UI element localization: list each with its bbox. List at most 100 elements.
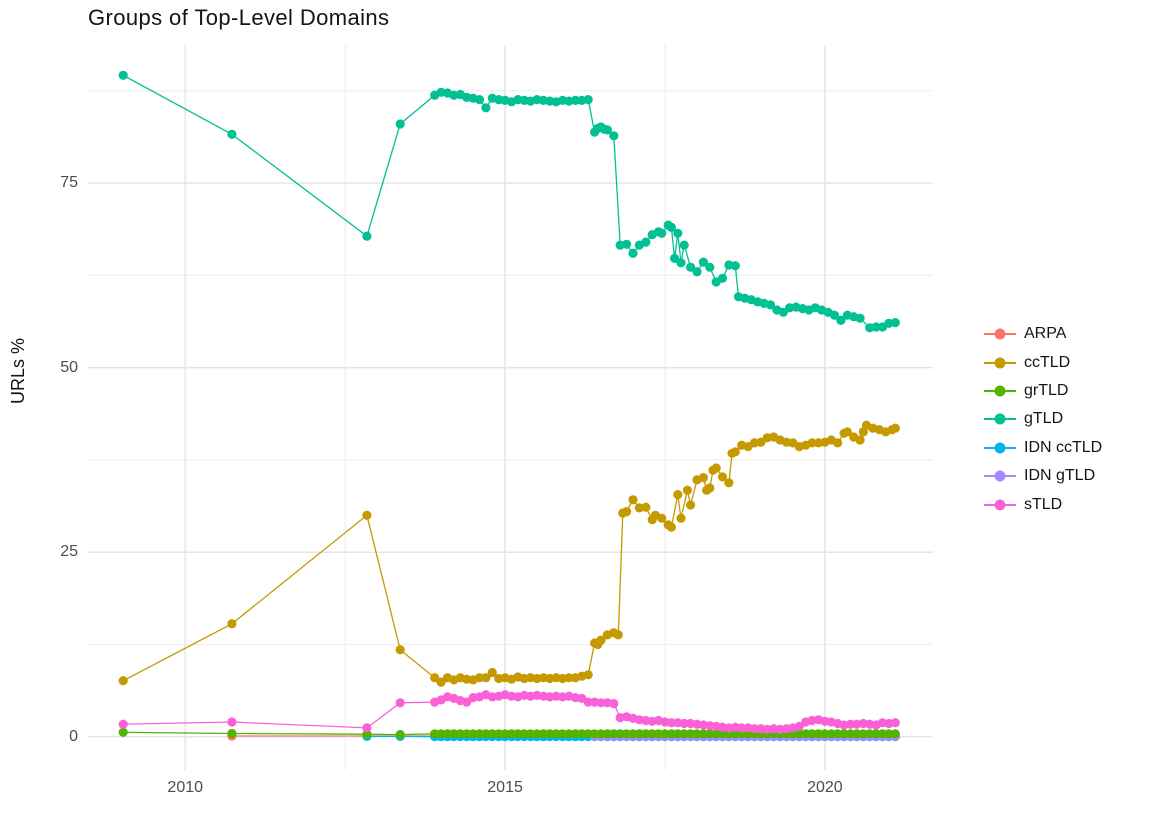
data-point xyxy=(609,131,619,141)
x-tick-label: 2010 xyxy=(167,779,204,796)
data-point xyxy=(679,240,689,250)
data-point xyxy=(794,729,804,739)
data-point xyxy=(474,729,485,739)
data-point xyxy=(865,729,875,739)
data-point xyxy=(692,729,702,739)
data-point xyxy=(749,724,760,734)
data-point xyxy=(596,698,606,708)
data-point xyxy=(641,502,651,512)
data-point xyxy=(481,673,491,683)
data-point xyxy=(634,729,645,739)
data-point xyxy=(890,729,900,739)
data-point xyxy=(641,729,651,739)
data-point xyxy=(583,729,593,739)
legend-key-dot xyxy=(994,499,1006,511)
data-point xyxy=(666,729,677,739)
legend-key-line xyxy=(984,385,1016,397)
legend-label: sTLD xyxy=(1024,495,1063,513)
data-point xyxy=(673,228,683,238)
data-point xyxy=(717,472,728,482)
data-point xyxy=(676,513,686,523)
data-point xyxy=(673,490,683,500)
data-point xyxy=(118,676,128,686)
data-point xyxy=(842,427,852,437)
data-point xyxy=(577,729,587,739)
legend-item-idn-gtld: IDN gTLD xyxy=(984,462,1102,490)
legend-key-dot xyxy=(994,328,1006,340)
data-point xyxy=(622,239,632,249)
legend-item-idn-cctld: IDN ccTLD xyxy=(984,434,1102,462)
data-point xyxy=(526,729,536,739)
data-point xyxy=(118,719,128,729)
data-point xyxy=(730,447,740,457)
data-point xyxy=(724,478,734,488)
data-point xyxy=(845,719,856,729)
x-tick-label: 2020 xyxy=(807,779,843,796)
data-point xyxy=(676,258,686,268)
legend-key-dot xyxy=(994,470,1006,482)
data-point xyxy=(801,729,811,739)
data-point xyxy=(609,729,619,739)
data-point xyxy=(698,257,709,267)
data-point xyxy=(227,129,237,139)
legend-key-line xyxy=(984,470,1016,482)
data-point xyxy=(513,729,523,739)
data-point xyxy=(820,729,830,739)
data-point xyxy=(730,261,740,271)
data-point xyxy=(570,729,581,739)
data-point xyxy=(871,729,881,739)
data-point xyxy=(813,729,824,739)
data-point xyxy=(615,729,625,739)
data-point xyxy=(756,437,766,447)
data-point xyxy=(468,729,478,739)
data-point xyxy=(481,103,491,113)
data-point xyxy=(855,435,865,445)
data-point xyxy=(711,729,721,739)
data-point xyxy=(362,231,372,241)
data-point xyxy=(686,729,696,739)
data-point xyxy=(673,729,683,739)
data-point xyxy=(570,95,581,105)
data-point xyxy=(596,729,606,739)
data-point xyxy=(657,513,667,523)
y-tick-label: 50 xyxy=(60,358,78,376)
legend-item-gtld: gTLD xyxy=(984,405,1102,433)
series-stld xyxy=(118,690,900,735)
data-point xyxy=(686,500,696,510)
data-point xyxy=(705,729,715,739)
data-point xyxy=(833,729,843,739)
data-point xyxy=(852,729,862,739)
data-point xyxy=(487,667,497,678)
data-point xyxy=(227,728,237,739)
data-point xyxy=(395,119,405,129)
data-point xyxy=(836,315,846,325)
data-point xyxy=(519,729,529,739)
data-point xyxy=(227,717,237,727)
legend-key-line xyxy=(984,413,1016,425)
data-point xyxy=(532,729,542,739)
data-point xyxy=(705,262,715,272)
data-point xyxy=(602,729,613,739)
legend-key-line xyxy=(984,328,1016,340)
data-point xyxy=(362,723,372,733)
data-point xyxy=(829,310,840,320)
gridlines xyxy=(88,45,933,770)
data-point xyxy=(711,463,721,473)
data-point xyxy=(682,485,693,495)
data-point xyxy=(395,698,405,708)
data-point xyxy=(890,718,900,728)
legend-key-line xyxy=(984,499,1016,511)
legend-item-arpa: ARPA xyxy=(984,320,1102,348)
legend-label: ARPA xyxy=(1024,325,1067,343)
data-point xyxy=(679,729,689,739)
series-line-gtld xyxy=(122,74,896,329)
data-point xyxy=(602,125,613,135)
data-point xyxy=(583,95,593,105)
legend-item-grtld: grTLD xyxy=(984,377,1102,405)
data-point xyxy=(362,510,372,520)
data-point xyxy=(666,222,677,232)
series-cctld xyxy=(118,420,900,687)
x-tick-label: 2015 xyxy=(487,779,523,796)
data-point xyxy=(596,635,606,645)
